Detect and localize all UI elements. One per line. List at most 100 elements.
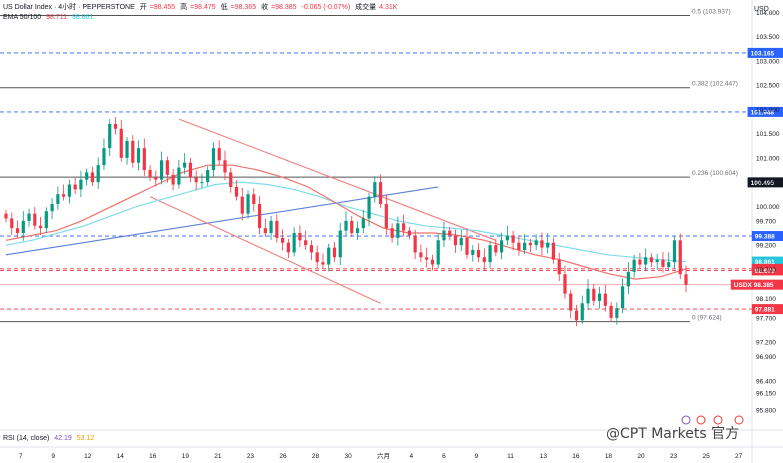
- candle-body[interactable]: [413, 235, 417, 253]
- candle-body[interactable]: [211, 148, 216, 170]
- candle-body[interactable]: [396, 223, 400, 238]
- candle-body[interactable]: [252, 194, 256, 204]
- candle-body[interactable]: [177, 167, 181, 185]
- candle-body[interactable]: [367, 196, 371, 219]
- candle-body[interactable]: [223, 160, 227, 173]
- candle-body[interactable]: [10, 218, 14, 229]
- candle-body[interactable]: [165, 160, 169, 175]
- candle-body[interactable]: [476, 250, 481, 258]
- candle-body[interactable]: [373, 182, 377, 197]
- candle-body[interactable]: [425, 257, 429, 260]
- candle-body[interactable]: [148, 170, 152, 178]
- channel-lower-line[interactable]: [149, 196, 381, 304]
- candle-body[interactable]: [332, 247, 337, 258]
- candle-body[interactable]: [667, 262, 671, 267]
- candle-body[interactable]: [171, 174, 175, 185]
- candle-body[interactable]: [240, 196, 244, 214]
- candle-body[interactable]: [580, 303, 584, 321]
- candle-body[interactable]: [15, 228, 20, 234]
- candle-body[interactable]: [621, 286, 625, 309]
- candle-body[interactable]: [603, 293, 607, 306]
- candle-body[interactable]: [638, 259, 642, 265]
- candle-body[interactable]: [38, 225, 43, 229]
- candle-body[interactable]: [246, 194, 250, 214]
- candle-body[interactable]: [407, 230, 411, 236]
- channel-upper-line[interactable]: [178, 118, 497, 241]
- candle-body[interactable]: [597, 293, 602, 301]
- candle-body[interactable]: [286, 242, 290, 253]
- candle-body[interactable]: [33, 213, 37, 226]
- candle-body[interactable]: [309, 245, 314, 253]
- candle-body[interactable]: [131, 140, 135, 163]
- candle-body[interactable]: [102, 148, 106, 166]
- candle-body[interactable]: [217, 148, 221, 161]
- candle-body[interactable]: [108, 123, 112, 149]
- candle-body[interactable]: [344, 220, 348, 231]
- candle-body[interactable]: [384, 203, 388, 229]
- candle-body[interactable]: [125, 140, 129, 158]
- candle-body[interactable]: [546, 242, 550, 248]
- candle-body[interactable]: [626, 271, 630, 287]
- candle-body[interactable]: [494, 245, 498, 253]
- candle-body[interactable]: [355, 228, 360, 234]
- candle-body[interactable]: [338, 230, 342, 258]
- candle-body[interactable]: [234, 186, 239, 197]
- candle-body[interactable]: [321, 262, 325, 265]
- candle-body[interactable]: [448, 230, 452, 236]
- candle-body[interactable]: [592, 288, 596, 301]
- candle-body[interactable]: [90, 172, 95, 183]
- economic-event-icon[interactable]: [734, 415, 744, 425]
- candle-body[interactable]: [661, 259, 665, 267]
- candle-body[interactable]: [465, 237, 469, 255]
- candle-body[interactable]: [517, 242, 521, 250]
- ascending-trendline[interactable]: [5, 186, 439, 256]
- candle-body[interactable]: [113, 123, 118, 129]
- candle-body[interactable]: [649, 257, 654, 263]
- candle-body[interactable]: [183, 162, 187, 168]
- rsi-legend[interactable]: RSI (14, close) 42.19 53.12: [3, 434, 97, 443]
- candle-body[interactable]: [229, 172, 233, 187]
- candle-body[interactable]: [350, 220, 354, 234]
- candle-body[interactable]: [315, 252, 319, 263]
- candle-body[interactable]: [298, 233, 302, 241]
- candle-body[interactable]: [275, 220, 279, 238]
- ema-legend[interactable]: EMA 50/100 98.711 98.861: [3, 13, 96, 22]
- candle-body[interactable]: [563, 274, 567, 294]
- candle-body[interactable]: [73, 184, 77, 190]
- candle-body[interactable]: [488, 245, 492, 263]
- candle-body[interactable]: [96, 165, 100, 183]
- candle-body[interactable]: [67, 184, 71, 197]
- candle-body[interactable]: [655, 259, 659, 263]
- candle-body[interactable]: [442, 230, 446, 241]
- candle-body[interactable]: [459, 237, 463, 246]
- candle-body[interactable]: [21, 220, 25, 234]
- candle-body[interactable]: [206, 170, 210, 183]
- candle-body[interactable]: [281, 237, 285, 243]
- candle-body[interactable]: [390, 228, 394, 238]
- candle-body[interactable]: [269, 220, 273, 234]
- candle-body[interactable]: [378, 182, 383, 204]
- candle-body[interactable]: [62, 194, 66, 197]
- candle-body[interactable]: [574, 310, 579, 321]
- candle-body[interactable]: [142, 148, 146, 170]
- candle-body[interactable]: [292, 233, 296, 253]
- candle-body[interactable]: [119, 128, 123, 158]
- candle-body[interactable]: [569, 293, 573, 311]
- candle-body[interactable]: [528, 242, 533, 246]
- candle-body[interactable]: [499, 240, 504, 253]
- candle-body[interactable]: [402, 223, 406, 231]
- candle-body[interactable]: [453, 235, 458, 246]
- candle-body[interactable]: [557, 259, 561, 275]
- candle-body[interactable]: [482, 257, 486, 263]
- candle-body[interactable]: [327, 247, 331, 265]
- economic-event-icon[interactable]: [696, 415, 706, 425]
- candle-body[interactable]: [85, 172, 89, 180]
- candle-body[interactable]: [511, 235, 515, 243]
- candle-body[interactable]: [523, 242, 527, 250]
- economic-event-icon[interactable]: [681, 415, 691, 425]
- candle-body[interactable]: [188, 162, 193, 178]
- candle-body[interactable]: [194, 177, 198, 183]
- candle-body[interactable]: [551, 242, 556, 260]
